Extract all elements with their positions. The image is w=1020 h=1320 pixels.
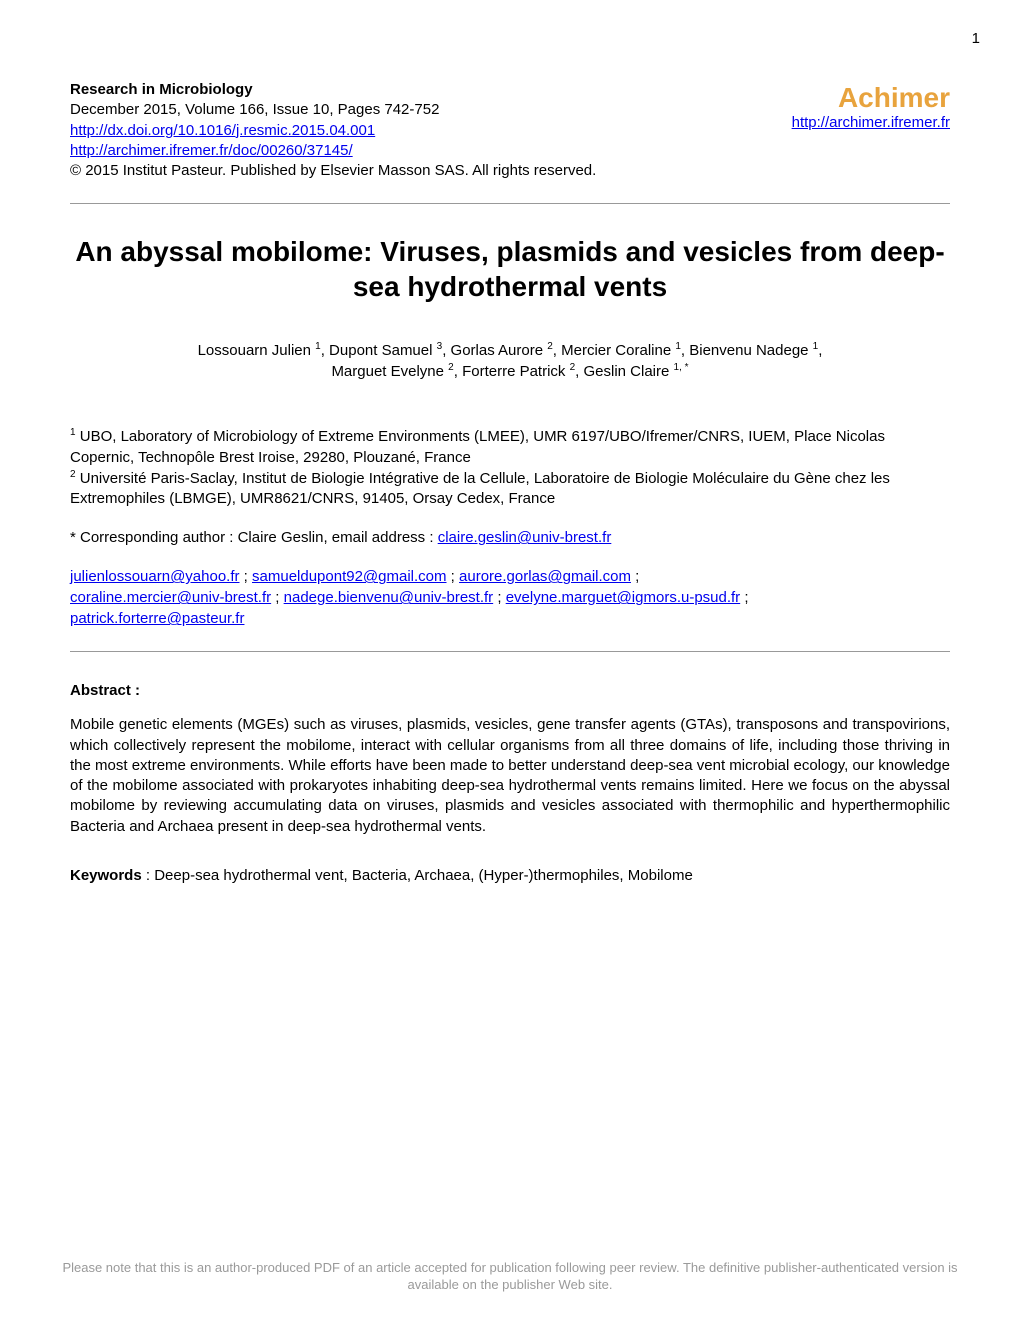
archimer-doc-link[interactable]: http://archimer.ifremer.fr/doc/00260/371… bbox=[70, 142, 353, 159]
journal-name: Research in Microbiology bbox=[70, 80, 752, 100]
doi-link[interactable]: http://dx.doi.org/10.1016/j.resmic.2015.… bbox=[70, 122, 375, 139]
author-emails: julienlossouarn@yahoo.fr ; samueldupont9… bbox=[70, 566, 950, 629]
author-email-link[interactable]: evelyne.marguet@igmors.u-psud.fr bbox=[506, 589, 741, 606]
corresponding-prefix: * Corresponding author : Claire Geslin, … bbox=[70, 529, 438, 546]
author-email-link[interactable]: aurore.gorlas@gmail.com bbox=[459, 568, 631, 585]
abstract-body: Mobile genetic elements (MGEs) such as v… bbox=[70, 715, 950, 837]
author-email-link[interactable]: nadege.bienvenu@univ-brest.fr bbox=[284, 589, 494, 606]
author-name: , Mercier Coraline bbox=[553, 342, 676, 359]
issue-line: December 2015, Volume 166, Issue 10, Pag… bbox=[70, 100, 752, 120]
achimer-block: Achimer http://archimer.ifremer.fr bbox=[752, 80, 950, 131]
email-sep: ; bbox=[240, 568, 253, 585]
email-sep: ; bbox=[631, 568, 639, 585]
email-sep: ; bbox=[493, 589, 506, 606]
author-name: Marguet Evelyne bbox=[331, 363, 448, 380]
author-sep: , bbox=[818, 342, 822, 359]
affil-text: UBO, Laboratory of Microbiology of Extre… bbox=[70, 428, 885, 465]
author-email-link[interactable]: patrick.forterre@pasteur.fr bbox=[70, 610, 244, 627]
keywords-label: Keywords bbox=[70, 867, 142, 884]
author-name: , Gorlas Aurore bbox=[442, 342, 547, 359]
article-title: An abyssal mobilome: Viruses, plasmids a… bbox=[70, 234, 950, 304]
keywords-sep: : bbox=[142, 867, 155, 884]
achimer-title: Achimer bbox=[792, 82, 950, 114]
keywords: Keywords : Deep-sea hydrothermal vent, B… bbox=[70, 867, 950, 884]
page-number: 1 bbox=[972, 30, 980, 47]
author-email-link[interactable]: coraline.mercier@univ-brest.fr bbox=[70, 589, 271, 606]
page-content: Research in Microbiology December 2015, … bbox=[0, 0, 1020, 924]
author-email-link[interactable]: julienlossouarn@yahoo.fr bbox=[70, 568, 240, 585]
author-name: , Forterre Patrick bbox=[454, 363, 570, 380]
keywords-text: Deep-sea hydrothermal vent, Bacteria, Ar… bbox=[154, 867, 693, 884]
author-name: Lossouarn Julien bbox=[198, 342, 316, 359]
abstract-heading: Abstract : bbox=[70, 682, 950, 699]
author-affil-sup: 1, * bbox=[674, 362, 689, 373]
footer-note: Please note that this is an author-produ… bbox=[0, 1259, 1020, 1294]
email-sep: ; bbox=[271, 589, 284, 606]
email-sep: ; bbox=[447, 568, 460, 585]
achimer-link[interactable]: http://archimer.ifremer.fr bbox=[792, 114, 950, 131]
divider-mid bbox=[70, 651, 950, 652]
affiliations: 1 UBO, Laboratory of Microbiology of Ext… bbox=[70, 426, 950, 509]
corresponding-author: * Corresponding author : Claire Geslin, … bbox=[70, 527, 950, 548]
author-list: Lossouarn Julien 1, Dupont Samuel 3, Gor… bbox=[70, 340, 950, 382]
publication-block: Research in Microbiology December 2015, … bbox=[70, 80, 752, 181]
corresponding-email-link[interactable]: claire.geslin@univ-brest.fr bbox=[438, 529, 612, 546]
email-sep: ; bbox=[740, 589, 748, 606]
divider-top bbox=[70, 203, 950, 204]
copyright-line: © 2015 Institut Pasteur. Published by El… bbox=[70, 161, 752, 181]
author-name: , Bienvenu Nadege bbox=[681, 342, 813, 359]
affil-text: Université Paris-Saclay, Institut de Bio… bbox=[70, 470, 890, 507]
author-email-link[interactable]: samueldupont92@gmail.com bbox=[252, 568, 447, 585]
header-row: Research in Microbiology December 2015, … bbox=[70, 80, 950, 181]
author-name: , Dupont Samuel bbox=[321, 342, 437, 359]
author-name: , Geslin Claire bbox=[575, 363, 673, 380]
